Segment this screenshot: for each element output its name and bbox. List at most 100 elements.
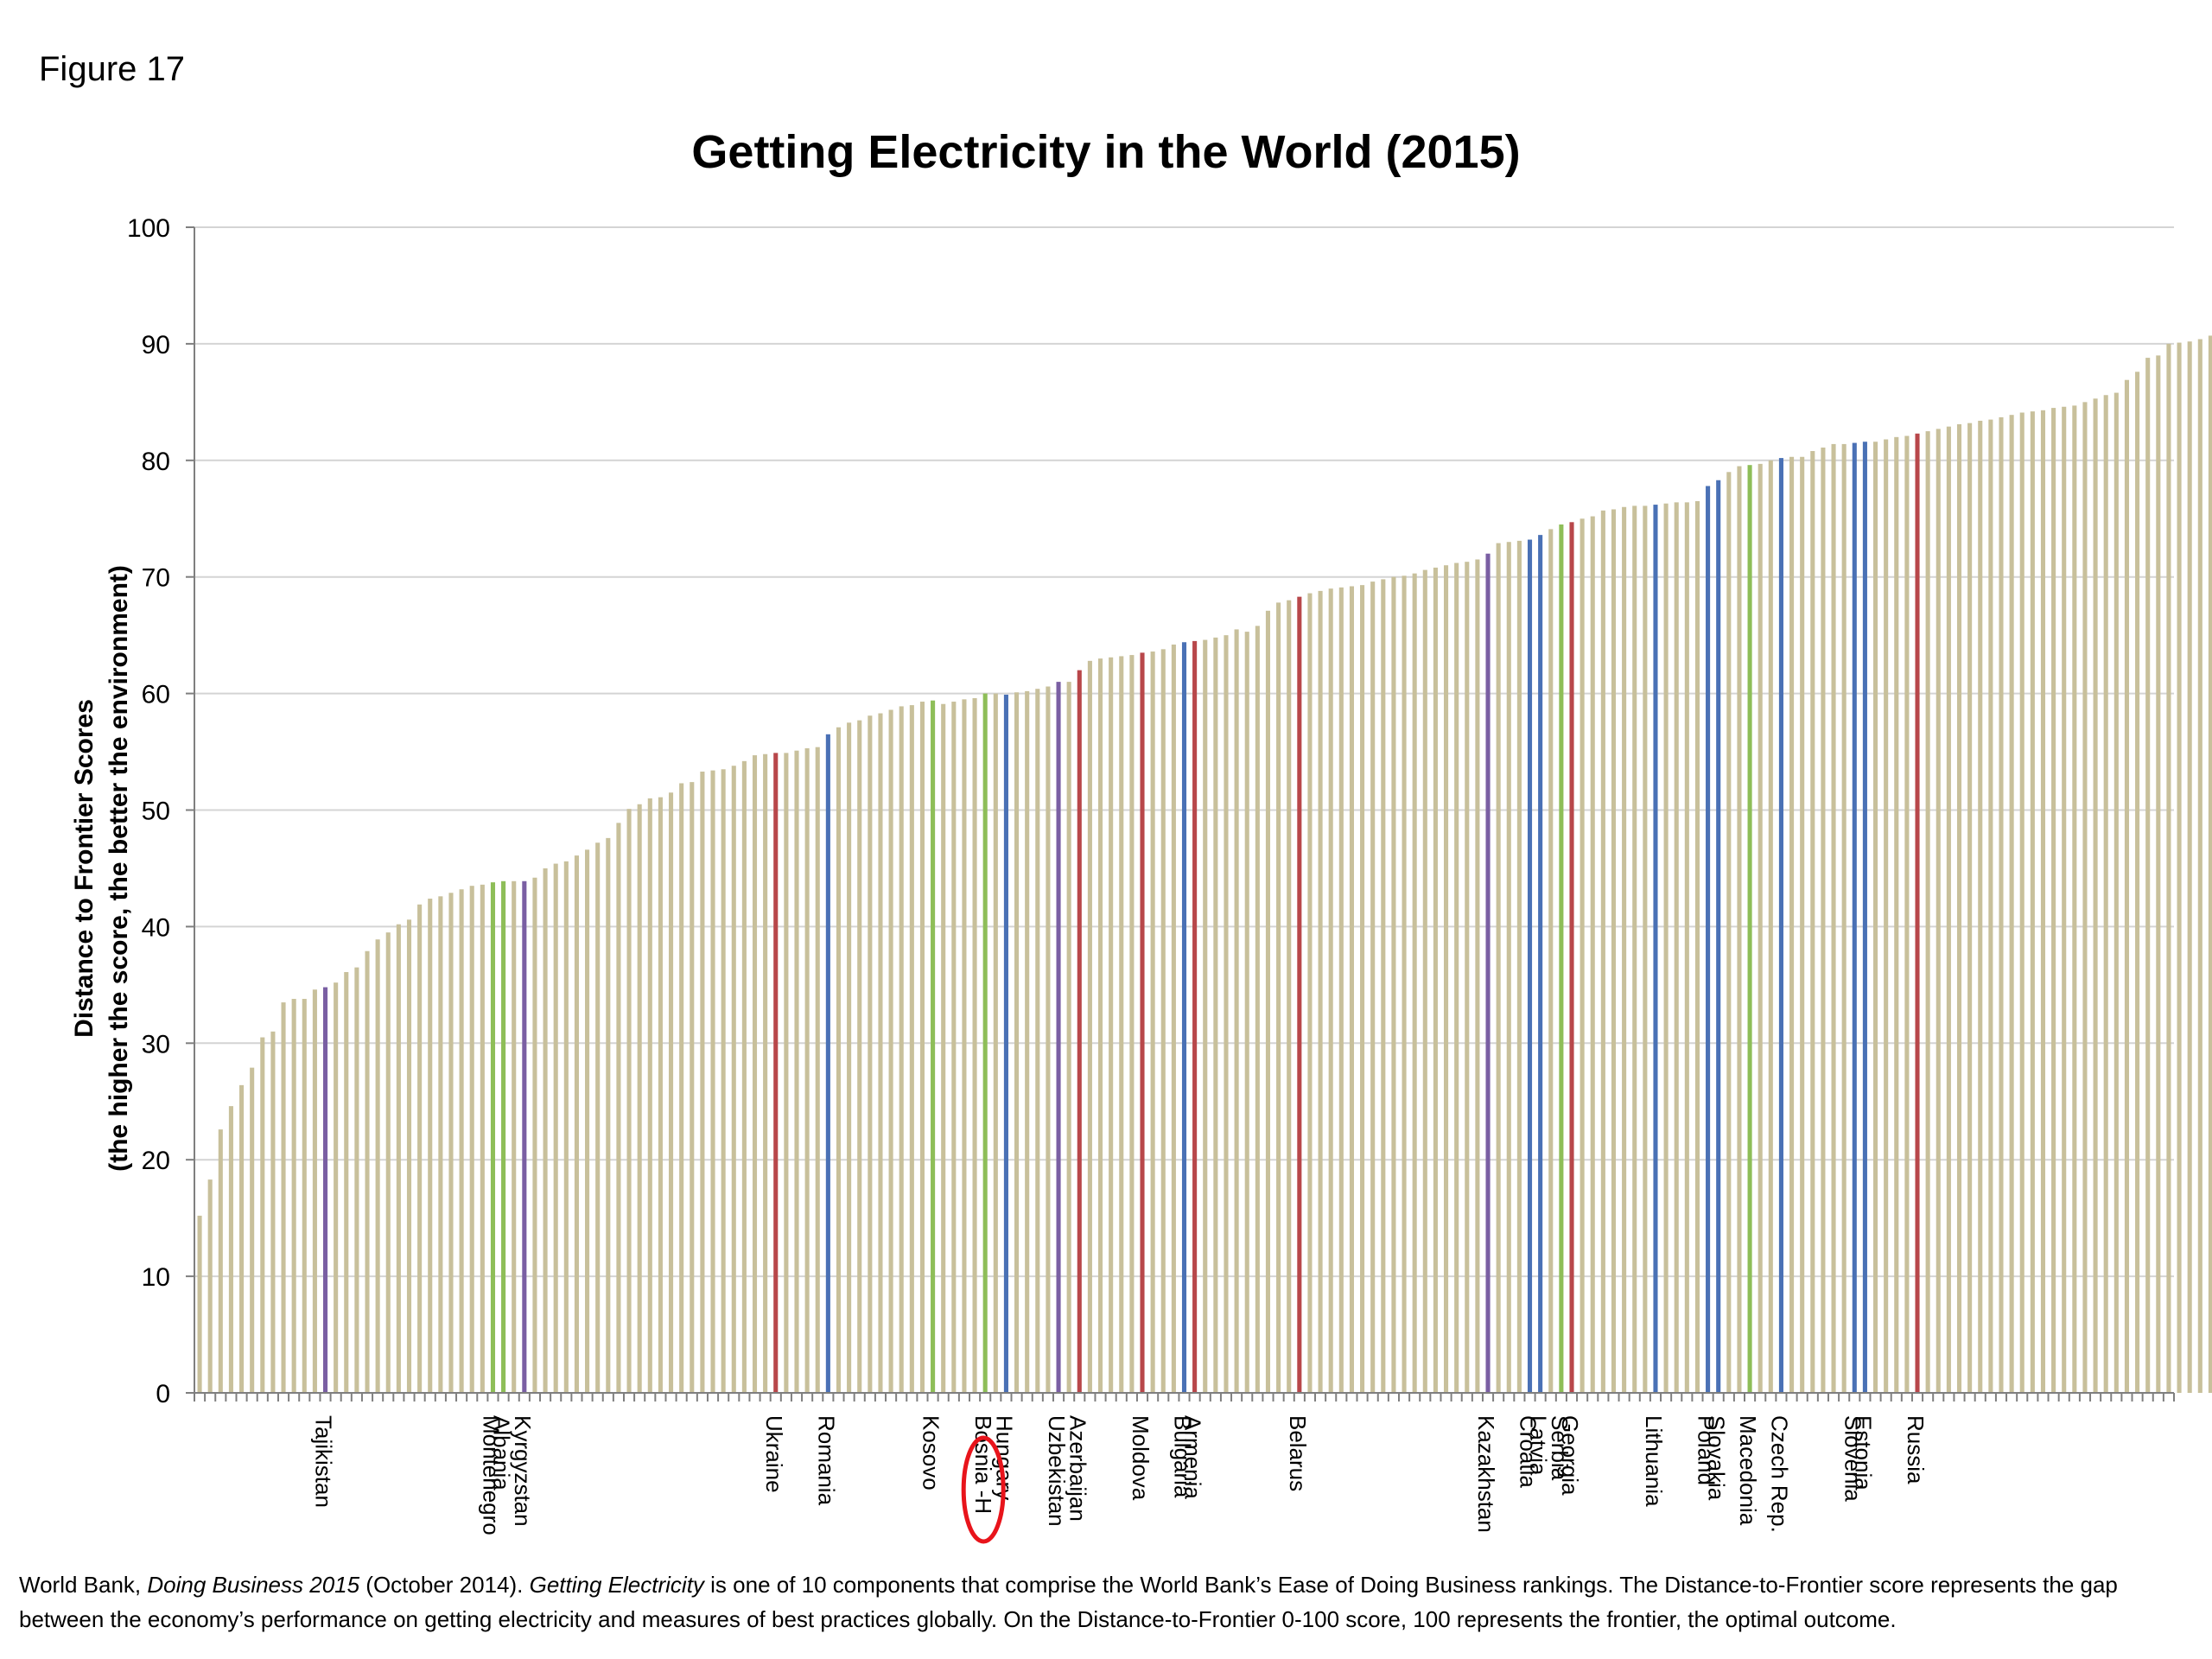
- bar: [1402, 575, 1407, 1393]
- bar: [2145, 358, 2151, 1393]
- bar-slovenia: [1852, 442, 1857, 1394]
- bar: [700, 771, 705, 1393]
- bar: [1789, 456, 1795, 1394]
- bar: [1548, 529, 1554, 1393]
- bar: [459, 889, 464, 1393]
- x-label-belarus: Belarus: [1285, 1415, 1311, 1491]
- bar: [1465, 562, 1470, 1393]
- bar-croatia: [1527, 539, 1533, 1393]
- y-tick-label: 90: [142, 331, 170, 359]
- x-label-romania: Romania: [813, 1415, 839, 1506]
- bar: [197, 1215, 202, 1393]
- bar: [1234, 629, 1239, 1393]
- bar: [2072, 405, 2077, 1394]
- bar-kazakhstan: [1485, 553, 1491, 1393]
- bar: [469, 886, 474, 1393]
- bar-chart: 0 10 20 30 40 50 60 70 80 90 100 Tajikistan Montene…: [127, 214, 2212, 1544]
- bar: [606, 837, 611, 1393]
- bar: [2019, 412, 2024, 1394]
- bar: [417, 904, 423, 1393]
- bar: [2197, 339, 2202, 1393]
- bar: [710, 770, 715, 1393]
- x-label-russia: Russia: [1903, 1415, 1929, 1484]
- bar: [1516, 540, 1522, 1393]
- bar: [1967, 423, 1973, 1394]
- bar: [909, 705, 914, 1393]
- bar: [637, 804, 642, 1393]
- x-label-uzbekistan: Uzbekistan: [1044, 1415, 1070, 1527]
- bars: [197, 335, 2212, 1394]
- bar: [385, 932, 391, 1393]
- bar: [1391, 576, 1396, 1393]
- bar-kyrgyzstan: [522, 880, 527, 1393]
- bar: [543, 868, 548, 1393]
- bar: [2051, 408, 2056, 1394]
- bar: [1988, 419, 1993, 1394]
- x-label-czech-rep: Czech Rep.: [1766, 1415, 1792, 1533]
- bar: [815, 747, 820, 1393]
- x-label-kyrgyzstan: Kyrgyzstan: [510, 1415, 536, 1527]
- bar: [2103, 395, 2108, 1394]
- bar: [1360, 585, 1365, 1393]
- bar: [406, 919, 412, 1393]
- bar: [2166, 343, 2171, 1393]
- bar: [302, 999, 307, 1393]
- caption-component: Getting Electricity: [529, 1572, 704, 1598]
- bar: [448, 893, 454, 1393]
- bar-uzbekistan: [1056, 682, 1061, 1393]
- caption-part-3: is one of 10 components that comprise th…: [19, 1572, 2118, 1632]
- bar: [2187, 341, 2192, 1393]
- bar: [1800, 456, 1805, 1394]
- bar: [1475, 559, 1480, 1393]
- bar: [1276, 602, 1281, 1393]
- bar: [1349, 586, 1354, 1393]
- bar-armenia: [1192, 640, 1198, 1393]
- bar: [1443, 565, 1449, 1393]
- bar: [972, 697, 977, 1393]
- bar-belarus: [1297, 596, 1302, 1393]
- x-label-estonia: Estonia: [1850, 1415, 1876, 1491]
- bar: [260, 1037, 265, 1393]
- bar: [2093, 398, 2098, 1394]
- bar: [1454, 563, 1459, 1393]
- bar: [668, 792, 674, 1393]
- bar: [1119, 656, 1124, 1393]
- bar: [1506, 542, 1511, 1393]
- y-tick-label: 100: [127, 214, 170, 243]
- bar: [1265, 610, 1271, 1393]
- y-tick-label: 60: [142, 681, 170, 709]
- bar: [1884, 439, 1889, 1393]
- bar-czech-rep: [1778, 458, 1783, 1393]
- bar: [365, 950, 370, 1393]
- x-label-tajikistan: Tajikistan: [311, 1415, 337, 1508]
- bar: [2156, 355, 2161, 1393]
- bar: [1580, 518, 1585, 1393]
- bar: [1171, 644, 1176, 1393]
- bar: [763, 753, 768, 1393]
- bar: [334, 982, 339, 1393]
- bar-tajikistan: [322, 987, 328, 1393]
- bar: [1496, 543, 1501, 1393]
- bar: [375, 939, 380, 1393]
- bar: [1087, 660, 1092, 1393]
- bar-macedonia: [1747, 465, 1752, 1393]
- bar: [919, 702, 925, 1393]
- bar: [951, 702, 957, 1393]
- y-axis-ticks: 0 10 20 30 40 50 60 70 80 90 100: [127, 214, 194, 1408]
- bar: [1737, 466, 1742, 1394]
- bar: [847, 722, 852, 1393]
- bar-montenegro: [490, 882, 496, 1393]
- chart-title: Getting Electricity in the World (2015): [691, 126, 1521, 178]
- y-tick-label: 10: [142, 1263, 170, 1292]
- bar: [731, 766, 736, 1393]
- bar: [1810, 451, 1815, 1393]
- x-label-poland: Poland: [1694, 1415, 1719, 1485]
- x-label-slovenia: Slovenia: [1840, 1415, 1866, 1502]
- bar: [512, 880, 517, 1393]
- bar-georgia: [1569, 522, 1574, 1393]
- bar: [553, 863, 558, 1393]
- bar-poland: [1706, 486, 1711, 1393]
- caption-source-title: Doing Business 2015: [147, 1572, 360, 1598]
- bar: [1904, 435, 1910, 1394]
- bar: [784, 753, 789, 1393]
